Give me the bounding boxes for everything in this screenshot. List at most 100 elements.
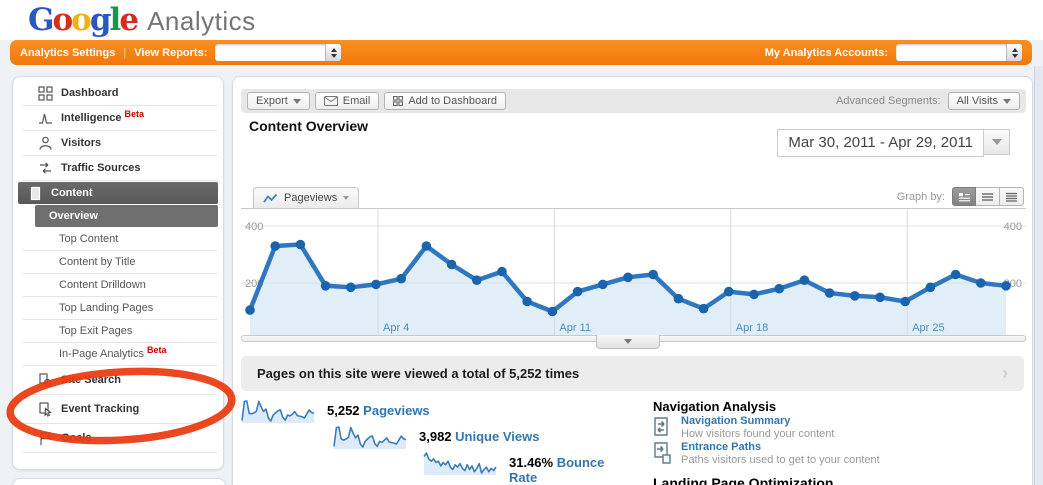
- view-reports-select[interactable]: [215, 44, 342, 61]
- visitors-person-icon: [39, 136, 52, 150]
- add-to-dashboard-button[interactable]: Add to Dashboard: [384, 92, 506, 110]
- sidebar-item-label: Site Search: [61, 374, 121, 386]
- export-label: Export: [256, 95, 288, 107]
- chevron-down-icon: [343, 196, 350, 200]
- sidebar-item-label: Top Exit Pages: [59, 325, 133, 337]
- select-stepper-icon[interactable]: [1006, 44, 1022, 61]
- view-reports-select-value: [215, 44, 325, 61]
- sidebar: Dashboard Intelligence Beta Visitors Tra…: [12, 76, 224, 470]
- header: Google Analytics: [0, 0, 1043, 40]
- advanced-segments-label: Advanced Segments:: [836, 95, 941, 107]
- entrance-paths-link[interactable]: Entrance Paths: [681, 441, 762, 453]
- sidebar-item-intelligence[interactable]: Intelligence Beta: [23, 106, 217, 131]
- intelligence-spike-icon: [39, 113, 52, 124]
- logo-letter: e: [119, 2, 139, 38]
- svg-text:Apr 18: Apr 18: [736, 322, 768, 334]
- navigation-summary-desc: How visitors found your content: [681, 428, 835, 440]
- unique-views-value: 3,982: [419, 429, 452, 444]
- topbar-separator: |: [123, 46, 127, 59]
- chevron-down-icon: [624, 339, 632, 344]
- sidebar-item-label: Content by Title: [59, 256, 136, 268]
- envelope-icon: [323, 96, 338, 106]
- my-accounts-select-value: [896, 44, 1006, 61]
- traffic-sources-arrows-icon: [40, 161, 51, 174]
- my-accounts-select[interactable]: [896, 44, 1022, 61]
- date-range-picker[interactable]: Mar 30, 2011 - Apr 29, 2011: [777, 129, 1010, 157]
- sidebar-subitem-top-exit-pages[interactable]: Top Exit Pages: [23, 320, 217, 343]
- export-button[interactable]: Export: [247, 92, 310, 110]
- sidebar-subitem-top-content[interactable]: Top Content: [23, 228, 217, 251]
- navigation-summary-link[interactable]: Navigation Summary: [681, 415, 791, 427]
- bounce-rate-value: 31.46%: [509, 455, 554, 470]
- entrance-paths-desc: Paths visitors used to get to your conte…: [681, 454, 880, 466]
- sidebar-item-content-selected[interactable]: Content: [18, 182, 218, 204]
- graph-by-month-icon: [1006, 192, 1017, 202]
- event-tracking-click-icon: [39, 401, 52, 417]
- sidebar-item-label: Visitors: [61, 137, 102, 149]
- dashboard-grid-icon: [393, 96, 404, 106]
- graph-by-day-icon: [958, 192, 970, 201]
- bounce-rate-sparkline: [423, 452, 497, 475]
- sidebar-item-traffic-sources[interactable]: Traffic Sources: [23, 156, 217, 181]
- graph-by-week-icon: [982, 192, 993, 201]
- navigation-summary-icon: [654, 417, 668, 436]
- sidebar-item-site-search[interactable]: Site Search: [23, 366, 217, 395]
- logo-letter: G: [28, 2, 55, 38]
- sidebar-item-label: Intelligence: [61, 112, 122, 124]
- sidebar-item-goals[interactable]: Goals: [23, 424, 217, 453]
- sidebar-item-label: In-Page Analytics: [59, 348, 144, 360]
- pageviews-link[interactable]: Pageviews: [363, 403, 430, 418]
- graph-by-month-button[interactable]: [1000, 187, 1024, 206]
- graph-by-week-button[interactable]: [976, 187, 1000, 206]
- segment-value: All Visits: [956, 95, 998, 107]
- google-logo: Google: [28, 2, 139, 38]
- bounce-rate-link[interactable]: Bounce Rate: [509, 455, 605, 485]
- email-button[interactable]: Email: [314, 92, 380, 110]
- sidebar-item-label: Content Drilldown: [59, 279, 146, 291]
- landing-page-optimization-heading: Landing Page Optimization: [653, 475, 834, 485]
- view-reports-label: View Reports:: [134, 46, 208, 59]
- analytics-settings-link[interactable]: Analytics Settings: [20, 46, 116, 59]
- pageviews-metric-tab[interactable]: Pageviews: [253, 187, 360, 208]
- sidebar-subitem-overview-selected[interactable]: Overview: [35, 205, 218, 227]
- unique-views-link[interactable]: Unique Views: [455, 429, 540, 444]
- sidebar-item-label: Top Content: [59, 233, 119, 245]
- bounce-rate-metric: 31.46% Bounce Rate: [509, 455, 614, 485]
- sidebar-subitem-top-landing-pages[interactable]: Top Landing Pages: [23, 297, 217, 320]
- sidebar-item-event-tracking[interactable]: Event Tracking: [23, 395, 217, 424]
- advanced-segments-button[interactable]: All Visits: [947, 92, 1020, 110]
- sidebar-subitem-content-drilldown[interactable]: Content Drilldown: [23, 274, 217, 297]
- logo-product-name: Analytics: [147, 6, 256, 36]
- chevron-down-icon: [1003, 98, 1011, 104]
- unique-views-metric: 3,982 Unique Views: [419, 429, 539, 444]
- svg-text:400: 400: [245, 221, 263, 233]
- goals-flag-icon: [40, 431, 52, 445]
- chevron-down-icon: [292, 98, 301, 104]
- sidebar-subitem-in-page-analytics[interactable]: In-Page Analytics Beta: [23, 343, 217, 366]
- sidebar-item-dashboard[interactable]: Dashboard: [23, 81, 217, 106]
- graph-by-day-button[interactable]: [952, 187, 976, 206]
- entrance-paths-icon: [654, 442, 671, 464]
- page-edge-strip: [1034, 66, 1043, 485]
- sidebar-item-label: Event Tracking: [61, 403, 140, 415]
- unique-views-sparkline: [333, 426, 407, 449]
- chart-tab-row: Pageviews Graph by:: [241, 187, 1026, 208]
- report-toolbar: Export Email Add to Dashboard Advanced S…: [241, 89, 1026, 113]
- select-stepper-icon[interactable]: [325, 44, 342, 61]
- pageviews-timeline-chart: 200 200 400 400 Apr 4 Apr 11 Apr 18 Apr 25: [241, 208, 1026, 336]
- logo-letter: o: [52, 2, 73, 38]
- sidebar-subitem-content-by-title[interactable]: Content by Title: [23, 251, 217, 274]
- date-range-dropdown[interactable]: [984, 129, 1010, 155]
- pageviews-metric: 5,252 Pageviews: [327, 403, 430, 418]
- chevron-down-icon: [991, 139, 1002, 145]
- topbar: Analytics Settings | View Reports: My An…: [10, 40, 1032, 65]
- email-label: Email: [342, 95, 371, 107]
- svg-text:Apr 25: Apr 25: [912, 322, 944, 334]
- sidebar-item-label: Dashboard: [61, 87, 119, 99]
- date-range-value: Mar 30, 2011 - Apr 29, 2011: [777, 129, 984, 157]
- page-title: Content Overview: [249, 118, 369, 134]
- timeline-collapse-button[interactable]: [596, 335, 660, 349]
- sidebar-item-visitors[interactable]: Visitors: [23, 131, 217, 156]
